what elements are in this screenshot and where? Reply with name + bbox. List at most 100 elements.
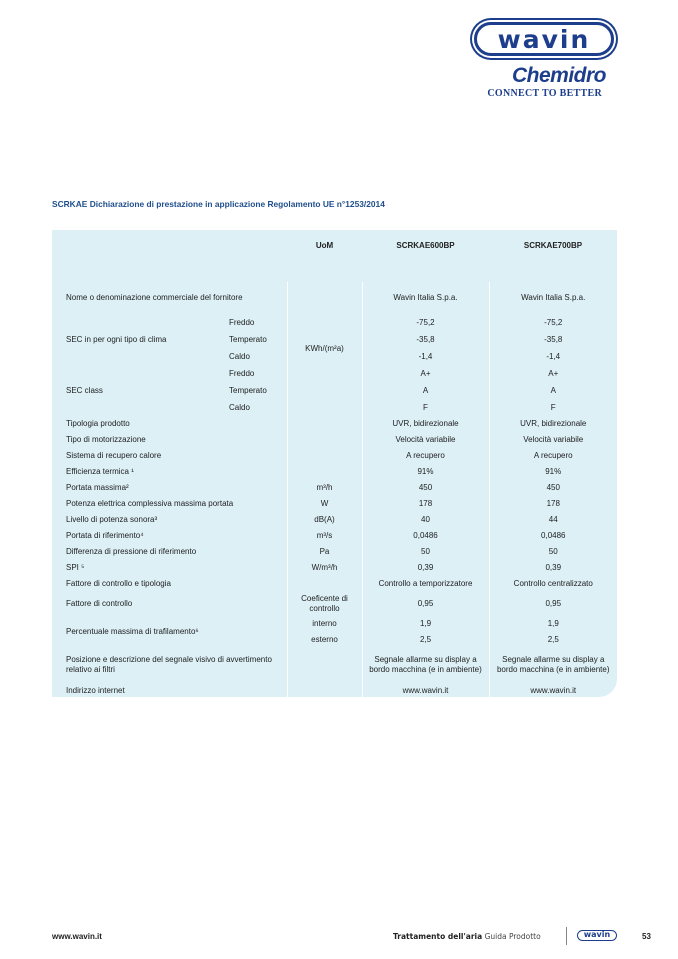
row-label: SEC class xyxy=(66,385,103,395)
uom-cell xyxy=(286,464,363,480)
table-row: Fattore di controllo e tipologia Controll… xyxy=(52,576,617,592)
value-cell: Velocità variabile xyxy=(395,435,456,444)
table-row: Portata di riferimento⁴ m³/s 0,0486 0,0486 xyxy=(52,528,617,544)
value-cell: F xyxy=(423,402,428,412)
climate-label: Caldo xyxy=(229,351,250,361)
table-row: Tipologia prodotto UVR, bidirezionale UVR,… xyxy=(52,416,617,432)
value-cell: www.wavin.it xyxy=(488,682,617,700)
uom-cell: m³/h xyxy=(286,480,363,496)
value-cell: 91% xyxy=(417,467,434,476)
value-cell: -1,4 xyxy=(418,351,433,361)
table-row: Potenza elettrica complessiva massima po… xyxy=(52,496,617,512)
value-cell: 0,39 xyxy=(417,563,434,572)
value-cell: 44 xyxy=(488,512,617,528)
row-label: SPI ⁵ xyxy=(66,563,85,572)
value-cell: A recupero xyxy=(488,448,617,464)
footer-guide: Trattamento dell'aria Guida Prodotto xyxy=(393,932,541,941)
climate-label: Freddo xyxy=(229,368,255,378)
value-cell: 40 xyxy=(421,515,430,524)
value-cell: Controllo a temporizzatore xyxy=(378,579,473,588)
value-cell: -35,8 xyxy=(416,334,435,344)
value-cell: Velocità variabile xyxy=(488,432,617,448)
value-cell: A+ xyxy=(488,365,617,382)
climate-label: Caldo xyxy=(229,402,250,412)
row-label: Differenza di pressione di riferimento xyxy=(66,547,197,556)
table-row: Sistema di recupero calore A recupero A re… xyxy=(52,448,617,464)
value-cell: 178 xyxy=(488,496,617,512)
table-row: Nome o denominazione commerciale del for… xyxy=(52,282,617,416)
table-row: SPI ⁵ W/m³/h 0,39 0,39 xyxy=(52,560,617,576)
value-cell: 450 xyxy=(418,483,433,492)
value-cell: 50 xyxy=(488,544,617,560)
row-label: SEC in per ogni tipo di clima xyxy=(66,334,167,344)
uom-cell: W/m³/h xyxy=(286,560,363,576)
value-cell: -75,2 xyxy=(416,317,435,327)
uom-cell: m³/s xyxy=(286,528,363,544)
uom-cell xyxy=(286,576,363,592)
footer-guide-label: Guida Prodotto xyxy=(484,932,541,941)
table-row: Posizione e descrizione del segnale visi… xyxy=(52,648,617,682)
value-cell: -35,8 xyxy=(488,331,617,348)
uom-cell xyxy=(286,432,363,448)
value-cell: 0,0486 xyxy=(488,528,617,544)
value-cell: 0,95 xyxy=(488,592,617,616)
tagline: CONNECT TO BETTER xyxy=(487,88,602,99)
value-cell: 450 xyxy=(488,480,617,496)
value-cell: 0,95 xyxy=(417,599,434,608)
value-cell: 1,9 xyxy=(488,616,617,632)
row-label: Potenza elettrica complessiva massima po… xyxy=(66,499,234,508)
table-row: Caldo F F xyxy=(52,399,617,416)
value-cell: Segnale allarme su display a bordo macch… xyxy=(369,655,482,674)
value-cell: Controllo centralizzato xyxy=(488,576,617,592)
value-cell: 0,0486 xyxy=(413,531,438,540)
wavin-chemidro-logo: wavin Chemidro CONNECT TO BETTER xyxy=(470,22,620,99)
value-cell: Segnale allarme su display a bordo macch… xyxy=(488,648,617,682)
row-label: Tipo di motorizzazione xyxy=(66,435,146,444)
value-cell: -1,4 xyxy=(488,348,617,365)
value-cell: UVR, bidirezionale xyxy=(392,419,459,428)
header-model1: SCRKAE600BP xyxy=(396,241,455,250)
row-label: Fattore di controllo e tipologia xyxy=(66,579,171,588)
uom-cell: Pa xyxy=(286,544,363,560)
row-label: Livello di potenza sonora³ xyxy=(66,515,158,524)
footer-wavin-logo: wavin xyxy=(577,930,617,941)
table-row: SEC class Freddo A+ A+ xyxy=(52,365,617,395)
value-cell: UVR, bidirezionale xyxy=(488,416,617,432)
value-cell: 0,39 xyxy=(488,560,617,576)
value-cell: A recupero xyxy=(406,451,445,460)
row-label: Percentuale massima di trafilamento⁶ xyxy=(66,627,199,636)
row-label: Efficienza termica ¹ xyxy=(66,467,134,476)
value-cell: 50 xyxy=(421,547,430,556)
value-cell: www.wavin.it xyxy=(402,686,449,695)
footer-url[interactable]: www.wavin.it xyxy=(52,932,102,941)
footer-section: Trattamento dell'aria xyxy=(393,932,483,941)
value-cell: 91% xyxy=(488,464,617,480)
value-cell: F xyxy=(488,399,617,416)
row-label: Indirizzo internet xyxy=(66,686,125,695)
uom-cell xyxy=(286,448,363,464)
row-label: Fattore di controllo xyxy=(66,599,133,608)
table-row: Indirizzo internet www.wavin.it www.wavin.… xyxy=(52,682,617,700)
row-label: Posizione e descrizione del segnale visi… xyxy=(66,655,272,674)
table-row: SEC in per ogni tipo di clima Freddo -75,2… xyxy=(52,314,617,344)
value-cell: 2,5 xyxy=(488,632,617,648)
row-label: Tipologia prodotto xyxy=(66,419,130,428)
uom-cell: W xyxy=(286,496,363,512)
header-row: UoM SCRKAE600BP SCRKAE700BP xyxy=(52,230,617,282)
wavin-logo: wavin xyxy=(497,24,591,54)
climate-label: Freddo xyxy=(229,317,255,327)
value-cell: Wavin Italia S.p.a. xyxy=(393,293,458,302)
header-uom: UoM xyxy=(315,241,334,250)
uom-cell: interno xyxy=(286,616,363,632)
table-row: Differenza di pressione di riferimento Pa… xyxy=(52,544,617,560)
value-cell: A+ xyxy=(420,368,431,378)
row-label: Portata di riferimento⁴ xyxy=(66,531,144,540)
value-cell: 2,5 xyxy=(419,635,432,644)
table-row: Temperato -35,8 -35,8 xyxy=(52,331,617,348)
uom-cell xyxy=(286,416,363,432)
value-cell: 1,9 xyxy=(419,619,432,628)
page-title: SCRKAE Dichiarazione di prestazione in a… xyxy=(52,199,385,209)
uom-cell: Coeficente di controllo xyxy=(286,592,363,616)
performance-table: UoM SCRKAE600BP SCRKAE700BP Nome o denom… xyxy=(52,230,617,700)
table-row: Tipo di motorizzazione Velocità variabile… xyxy=(52,432,617,448)
